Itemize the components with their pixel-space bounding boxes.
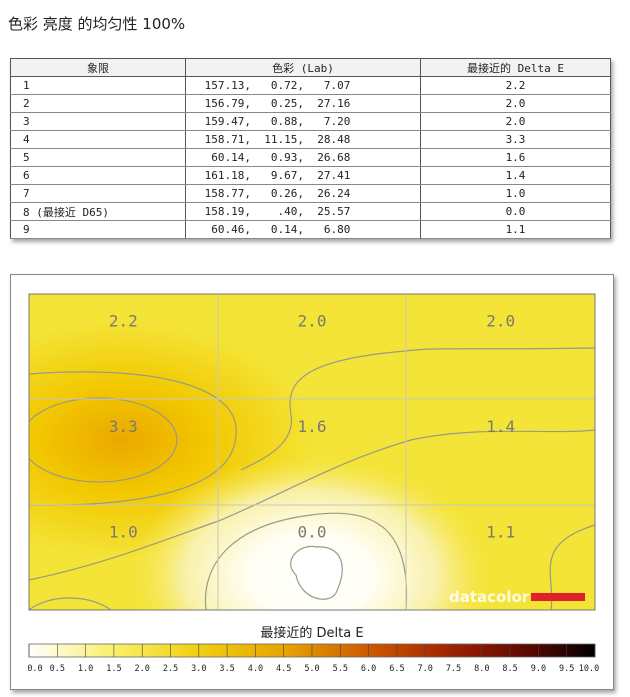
uniformity-table: 象限 色彩 (Lab) 最接近的 Delta E 1 157.13, 0.72,… (10, 58, 611, 239)
lab-cell: 156.79, 0.25, 27.16 (185, 94, 421, 113)
cell-value-label: 3.3 (109, 417, 138, 436)
colorbar-tick-label: 5.5 (333, 664, 348, 674)
colorbar-tick-label: 8.0 (474, 664, 489, 674)
lab-cell: 60.14, 0.93, 26.68 (185, 148, 421, 167)
delta-e-cell: 1.0 (420, 184, 611, 203)
colorbar-tick-label: 7.5 (446, 664, 461, 674)
grid-lines (29, 294, 595, 610)
lab-cell: 158.77, 0.26, 26.24 (185, 184, 421, 203)
colorbar-tick-label: 2.5 (163, 664, 178, 674)
contour-ring-inner (29, 397, 178, 483)
delta-e-cell: 1.4 (420, 166, 611, 185)
delta-e-cell: 3.3 (420, 130, 611, 149)
cell-value-label: 1.1 (486, 522, 515, 541)
quadrant-cell: 8 (最接近 D65) (10, 202, 186, 221)
cell-value-label: 1.4 (486, 417, 515, 436)
colorbar-tick-label: 1.5 (106, 664, 121, 674)
delta-e-cell: 1.6 (420, 148, 611, 167)
cell-labels: 2.2 2.0 2.0 3.3 1.6 1.4 1.0 0.0 1.1 (109, 312, 515, 542)
contour-band (29, 429, 595, 581)
contour-upper-right (240, 347, 595, 471)
colorbar-tick-label: 2.0 (135, 664, 150, 674)
quadrant-cell: 6 (10, 166, 186, 185)
colorbar-tick-label: 1.0 (78, 664, 93, 674)
table-row: 1 157.13, 0.72, 7.07 2.2 (10, 76, 611, 95)
cell-value-label: 1.6 (298, 417, 327, 436)
quadrant-cell: 7 (10, 184, 186, 203)
lab-cell: 158.19, .40, 25.57 (185, 202, 421, 221)
quadrant-cell: 4 (10, 130, 186, 149)
colorbar-tick-label: 9.0 (531, 664, 546, 674)
contour-ring-mid (29, 371, 237, 506)
quadrant-cell: 9 (10, 220, 186, 239)
colorbar-tick-label: 10.0 (579, 664, 599, 674)
quadrant-cell: 3 (10, 112, 186, 131)
contour-cool-inner (290, 545, 343, 600)
cell-value-label: 1.0 (109, 522, 138, 541)
table-row: 8 (最接近 D65) 158.19, .40, 25.57 0.0 (10, 202, 611, 221)
colorbar-tick-label: 6.5 (389, 664, 404, 674)
quadrant-cell: 5 (10, 148, 186, 167)
watermark-bar (531, 593, 585, 601)
colorbar-tick-label: 0.5 (50, 664, 65, 674)
lab-cell: 161.18, 9.67, 27.41 (185, 166, 421, 185)
table-row: 4 158.71, 11.15, 28.48 3.3 (10, 130, 611, 149)
plot-border (28, 293, 596, 611)
delta-e-cell: 2.2 (420, 76, 611, 95)
colorbar-tick-label: 8.5 (502, 664, 517, 674)
table-row: 9 60.46, 0.14, 6.80 1.1 (10, 220, 611, 239)
contour-bottom-left (29, 597, 112, 610)
header-color-lab: 色彩 (Lab) (185, 58, 421, 77)
table-header-row: 象限 色彩 (Lab) 最接近的 Delta E (10, 58, 611, 77)
delta-e-cell: 2.0 (420, 112, 611, 131)
heatmap-chart: 2.2 2.0 2.0 3.3 1.6 1.4 1.0 0.0 1.1 datacolor 最接… (27, 293, 599, 674)
cell-value-label: 2.0 (486, 312, 515, 331)
page-title: 色彩 亮度 的均匀性 100% (8, 15, 186, 33)
colorbar-title: 最接近的 Delta E (260, 625, 363, 641)
table-row: 2 156.79, 0.25, 27.16 2.0 (10, 94, 611, 113)
quadrant-cell: 1 (10, 76, 186, 95)
colorbar-tick-label: 3.0 (191, 664, 206, 674)
colorbar-tick-label: 5.0 (304, 664, 319, 674)
delta-e-cell: 1.1 (420, 220, 611, 239)
lab-cell: 60.46, 0.14, 6.80 (185, 220, 421, 239)
colorbar-ticks: 0.0 0.5 1.0 1.5 2.0 2.5 3.0 3.5 4.0 4.5 5.0 5.5 6.0 6… (27, 644, 599, 674)
table-row: 7 158.77, 0.26, 26.24 1.0 (10, 184, 611, 203)
contour-cool-outer (204, 512, 408, 610)
cell-value-label: 2.0 (298, 312, 327, 331)
colorbar-tick-label: 3.5 (219, 664, 234, 674)
colorbar-tick-label: 9.5 (559, 664, 574, 674)
contour-lines (29, 347, 595, 610)
cell-value-label: 0.0 (298, 522, 327, 541)
quadrant-cell: 2 (10, 94, 186, 113)
colorbar-tick-label: 6.0 (361, 664, 376, 674)
lab-cell: 158.71, 11.15, 28.48 (185, 130, 421, 149)
cell-value-label: 2.2 (109, 312, 138, 331)
lab-cell: 157.13, 0.72, 7.07 (185, 76, 421, 95)
heatmap-panel: 2.2 2.0 2.0 3.3 1.6 1.4 1.0 0.0 1.1 datacolor 最接… (10, 274, 614, 690)
delta-e-cell: 0.0 (420, 202, 611, 221)
table-row: 3 159.47, 0.88, 7.20 2.0 (10, 112, 611, 131)
colorbar-tick-label: 7.0 (418, 664, 433, 674)
heatmap-plot-area: 2.2 2.0 2.0 3.3 1.6 1.4 1.0 0.0 1.1 datacolor (29, 294, 595, 610)
table-row: 6 161.18, 9.67, 27.41 1.4 (10, 166, 611, 185)
table-row: 5 60.14, 0.93, 26.68 1.6 (10, 148, 611, 167)
colorbar-tick-label: 0.0 (27, 664, 42, 674)
header-quadrant: 象限 (10, 58, 186, 77)
lab-cell: 159.47, 0.88, 7.20 (185, 112, 421, 131)
colorbar-tick-label: 4.0 (248, 664, 263, 674)
colorbar-tick-label: 4.5 (276, 664, 291, 674)
delta-e-cell: 2.0 (420, 94, 611, 113)
header-delta-e: 最接近的 Delta E (420, 58, 611, 77)
watermark-text: datacolor (449, 588, 530, 606)
